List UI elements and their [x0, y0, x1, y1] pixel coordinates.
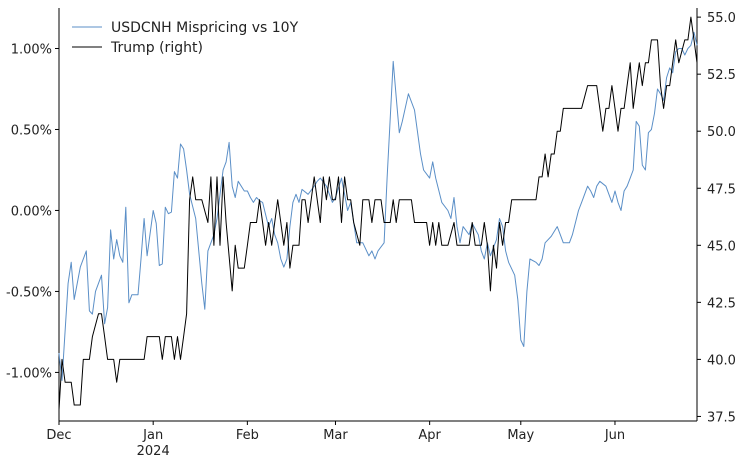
- right-y-tick-label: 50.0: [707, 125, 736, 140]
- x-tick-label: May: [507, 428, 534, 443]
- x-tick-label: Mar: [323, 428, 348, 443]
- right-y-tick-label: 52.5: [707, 68, 736, 83]
- x-tick-label: Jun: [604, 428, 625, 443]
- x-tick-label: Dec: [46, 428, 71, 443]
- right-y-tick-label: 47.5: [707, 182, 736, 197]
- left-y-tick-label: -0.50%: [6, 285, 52, 300]
- x-tick-label: Jan: [142, 428, 163, 443]
- left-y-tick-label: 0.00%: [11, 204, 52, 219]
- x-tick-label: Feb: [236, 428, 259, 443]
- left-y-tick-label: 1.00%: [11, 42, 52, 57]
- right-y-tick-label: 37.5: [707, 410, 736, 425]
- right-y-tick-label: 40.0: [707, 353, 736, 368]
- legend-label-trump: Trump (right): [110, 40, 203, 56]
- x-tick-sublabel: 2024: [137, 444, 170, 459]
- legend-label-usdcnh: USDCNH Mispricing vs 10Y: [111, 20, 299, 36]
- axes-layer: -1.00% -0.50% 0.00% 0.50% 1.00% 37.5 40.0 42.5 4…: [6, 8, 736, 459]
- left-y-tick-label: -1.00%: [6, 366, 52, 381]
- x-tick-label: Apr: [418, 428, 441, 443]
- series-line-usdcnh: [58, 31, 698, 381]
- series-line-trump: [58, 16, 698, 410]
- series-layer: [58, 16, 698, 410]
- right-y-tick-label: 55.0: [707, 11, 736, 26]
- right-y-tick-label: 42.5: [707, 296, 736, 311]
- left-y-tick-label: 0.50%: [11, 123, 52, 138]
- right-y-tick-label: 45.0: [707, 239, 736, 254]
- legend: USDCNH Mispricing vs 10Y Trump (right): [72, 20, 299, 56]
